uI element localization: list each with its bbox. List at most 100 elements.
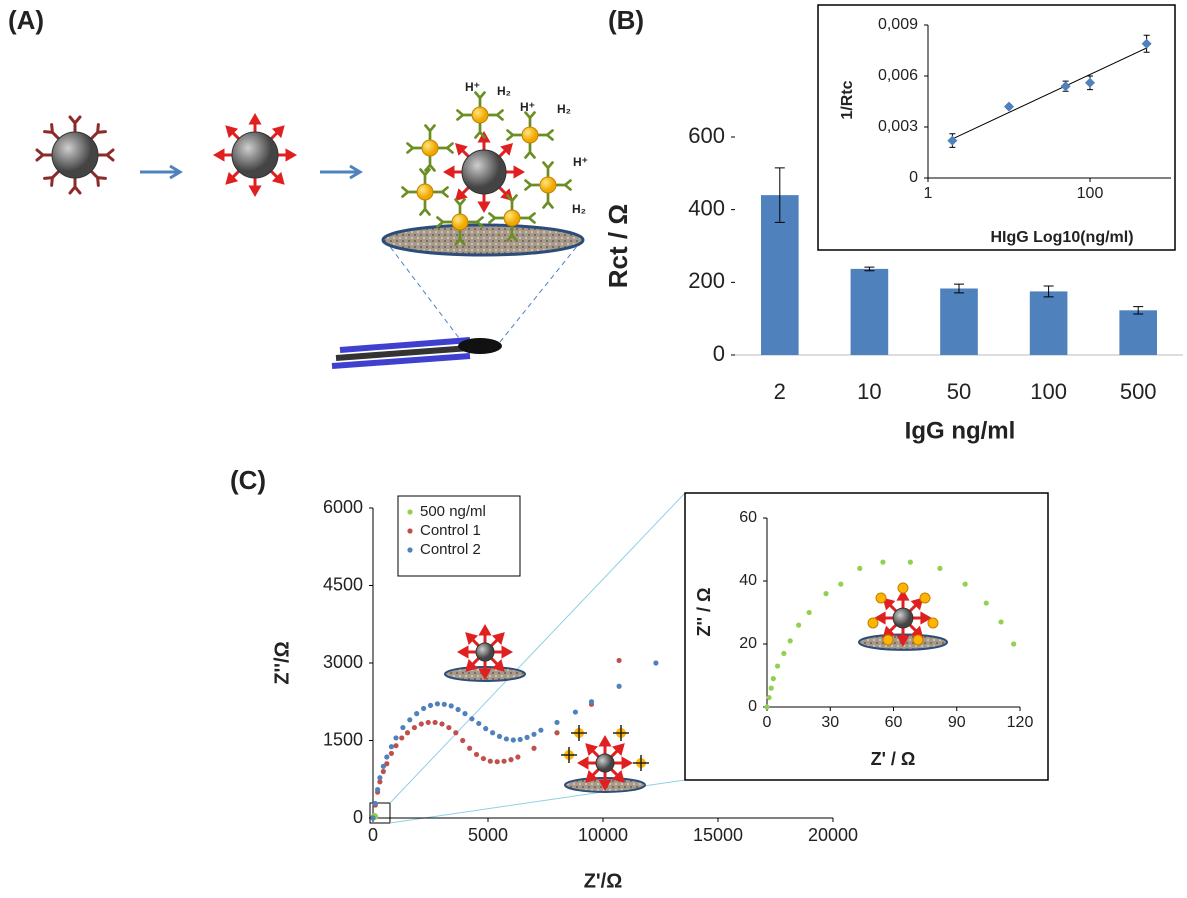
linker [614,756,634,770]
point [388,750,394,757]
zoom-line [384,239,463,343]
linker [912,611,932,625]
antibody-shape [524,179,541,191]
linker-shape [454,142,470,158]
gold-label [471,106,489,124]
point [462,711,468,717]
x-tick-label: 20000 [808,825,858,845]
linker-shape [896,589,910,609]
point [983,600,989,606]
antibody-shape [555,179,572,191]
linker-shape [456,645,476,659]
point [823,591,829,597]
x-axis-title: IgG ng/ml [905,417,1016,444]
linker-shape [610,768,625,783]
gold-label [539,176,557,194]
antibody-shape [542,192,554,209]
antibody [519,212,536,224]
legend-label: 500 ng/ml [420,503,486,520]
point [407,717,413,723]
antibody-shape [519,212,536,224]
point [524,734,530,741]
linker-shape [506,165,526,179]
linker-shape [477,194,491,214]
antibody-shape [89,123,107,141]
linker [585,768,600,783]
antibody [96,148,115,162]
point [766,694,772,701]
antibody-shape [432,186,449,198]
linker-shape [212,148,232,162]
linker [225,125,240,140]
antibody [487,109,504,121]
linker-shape [477,130,491,150]
linker-shape [248,178,262,198]
gold-label [416,183,434,201]
point [400,724,406,731]
antibody [424,155,436,172]
electrode-spot [458,338,502,354]
reaction-label: H₂ [497,84,511,98]
y-tick-label: 0 [909,169,918,186]
y-tick-label: 1500 [323,729,363,749]
point [616,683,622,689]
antibody-shape [454,229,466,246]
linker [882,597,898,613]
antibody [419,168,431,185]
point [425,719,431,726]
antibody [524,179,541,191]
y-tick-label: 0,006 [878,67,918,84]
y-tick-label: 0,003 [878,118,918,135]
mini-star [613,725,629,741]
linker [490,632,505,647]
flow-arrow [140,164,183,180]
point [487,758,493,764]
antibody [68,115,82,134]
x-tick-label: 15000 [693,825,743,845]
antibody [454,229,466,246]
antibody [474,91,486,108]
antibody-shape [68,176,82,195]
linker-shape [585,743,600,758]
legend-label: Control 2 [420,541,481,558]
point [380,763,386,769]
linker [896,589,910,609]
legend-marker [407,547,413,553]
linker-shape [585,768,600,783]
linker [908,597,924,613]
mini-label [882,634,894,646]
point [453,730,459,736]
flow-arrow [320,164,363,180]
electrode-strip [331,353,471,369]
x-tick-label: 90 [948,714,966,731]
point [393,735,399,741]
point [446,724,452,731]
linker-shape [225,170,240,185]
point [806,609,812,616]
x-tick-label: 100 [1077,185,1104,202]
legend-label: Control 1 [420,522,481,539]
linker-shape [494,645,514,659]
antibody [454,198,466,215]
legend-box [397,495,521,577]
linker [456,645,476,659]
antibody-shape [524,142,536,159]
point [515,754,521,760]
point [439,721,445,727]
linker-shape [270,125,285,140]
point [616,657,622,664]
bar [1029,291,1068,355]
antibody [524,111,536,128]
antibody [506,225,518,242]
point [796,622,802,628]
mini-star [561,747,577,763]
antibody [537,129,554,141]
electrode [381,223,585,257]
point [1060,81,1071,92]
point [531,731,537,737]
linker [465,632,480,647]
point [588,699,595,705]
point [375,786,381,793]
linker-shape [248,112,262,132]
antibody [436,216,453,228]
